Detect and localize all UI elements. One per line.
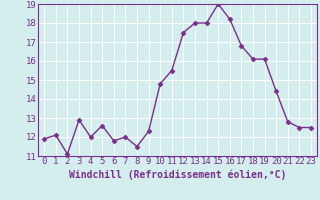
X-axis label: Windchill (Refroidissement éolien,°C): Windchill (Refroidissement éolien,°C) [69, 169, 286, 180]
